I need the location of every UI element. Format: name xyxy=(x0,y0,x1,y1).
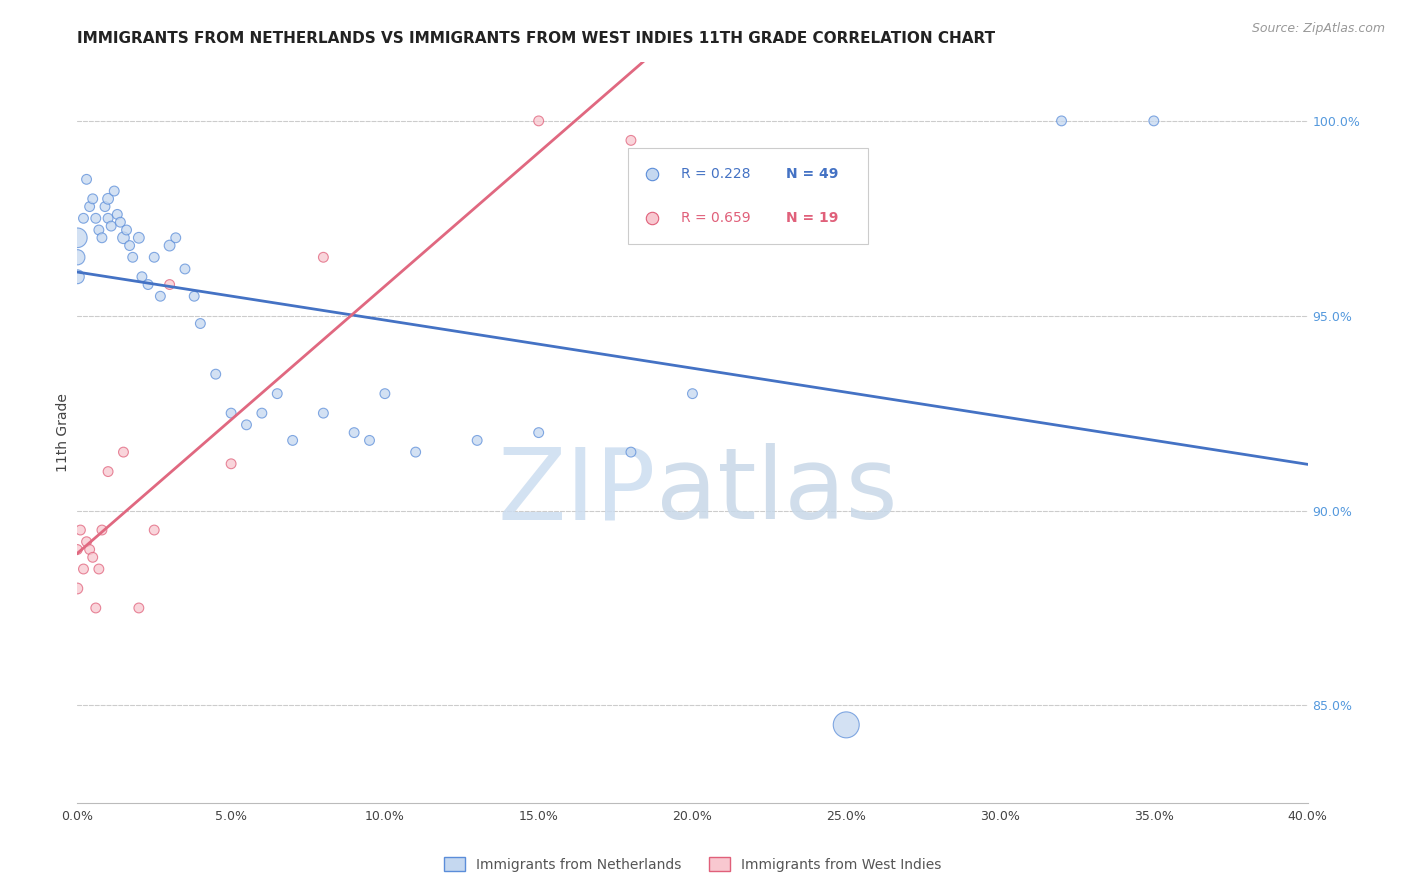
Point xyxy=(359,434,381,448)
Point xyxy=(84,601,107,615)
Point xyxy=(204,367,226,381)
Point xyxy=(143,523,166,537)
Point xyxy=(97,192,120,206)
Point xyxy=(1050,114,1073,128)
Point xyxy=(405,445,427,459)
Point xyxy=(69,523,91,537)
Point xyxy=(79,542,101,557)
Point xyxy=(72,562,94,576)
Point xyxy=(174,262,197,277)
Point xyxy=(79,200,101,214)
Point xyxy=(465,434,488,448)
Point xyxy=(219,457,242,471)
Point xyxy=(121,250,143,264)
Point xyxy=(343,425,366,440)
Point xyxy=(94,200,117,214)
Point xyxy=(374,386,396,401)
Point xyxy=(87,562,110,576)
Point xyxy=(100,219,122,233)
Point xyxy=(250,406,273,420)
Point xyxy=(87,223,110,237)
Text: N = 19: N = 19 xyxy=(786,211,838,226)
Point xyxy=(143,250,166,264)
Point xyxy=(76,172,98,186)
Point xyxy=(105,207,128,221)
Text: Source: ZipAtlas.com: Source: ZipAtlas.com xyxy=(1251,22,1385,36)
Point xyxy=(235,417,257,432)
Text: N = 49: N = 49 xyxy=(786,167,838,181)
Y-axis label: 11th Grade: 11th Grade xyxy=(56,393,70,472)
Point xyxy=(188,317,212,331)
Point xyxy=(110,215,132,229)
Point xyxy=(66,542,89,557)
Point xyxy=(112,231,135,245)
Point xyxy=(682,386,704,401)
Point xyxy=(112,445,135,459)
Point xyxy=(149,289,172,303)
Point xyxy=(82,550,104,565)
Point xyxy=(527,425,550,440)
Point xyxy=(66,269,89,284)
Point xyxy=(66,231,89,245)
Point xyxy=(131,269,153,284)
Point xyxy=(281,434,304,448)
Point xyxy=(183,289,205,303)
Point xyxy=(66,582,89,596)
Point xyxy=(312,406,335,420)
Point xyxy=(312,250,335,264)
Point xyxy=(97,465,120,479)
Point xyxy=(165,231,187,245)
Point xyxy=(103,184,125,198)
Text: R = 0.228: R = 0.228 xyxy=(681,167,751,181)
Point xyxy=(76,534,98,549)
Point xyxy=(90,231,114,245)
Point xyxy=(266,386,288,401)
Point xyxy=(118,238,141,252)
Point xyxy=(115,223,138,237)
Text: ZIP: ZIP xyxy=(498,443,655,541)
Point xyxy=(835,718,858,732)
Legend: Immigrants from Netherlands, Immigrants from West Indies: Immigrants from Netherlands, Immigrants … xyxy=(439,851,946,878)
Point xyxy=(128,231,150,245)
Point xyxy=(97,211,120,226)
Point xyxy=(90,523,114,537)
Point xyxy=(159,238,181,252)
Point xyxy=(620,445,643,459)
Point xyxy=(219,406,242,420)
Point xyxy=(527,114,550,128)
Point xyxy=(82,192,104,206)
Point xyxy=(84,211,107,226)
Point xyxy=(641,211,664,226)
Point xyxy=(1143,114,1166,128)
Text: IMMIGRANTS FROM NETHERLANDS VS IMMIGRANTS FROM WEST INDIES 11TH GRADE CORRELATIO: IMMIGRANTS FROM NETHERLANDS VS IMMIGRANT… xyxy=(77,31,995,46)
Point xyxy=(66,250,89,264)
Point xyxy=(128,601,150,615)
Text: atlas: atlas xyxy=(655,443,897,541)
Point xyxy=(72,211,94,226)
Text: R = 0.659: R = 0.659 xyxy=(681,211,751,226)
Point xyxy=(641,167,664,181)
Point xyxy=(136,277,159,292)
Point xyxy=(159,277,181,292)
Point xyxy=(620,133,643,147)
